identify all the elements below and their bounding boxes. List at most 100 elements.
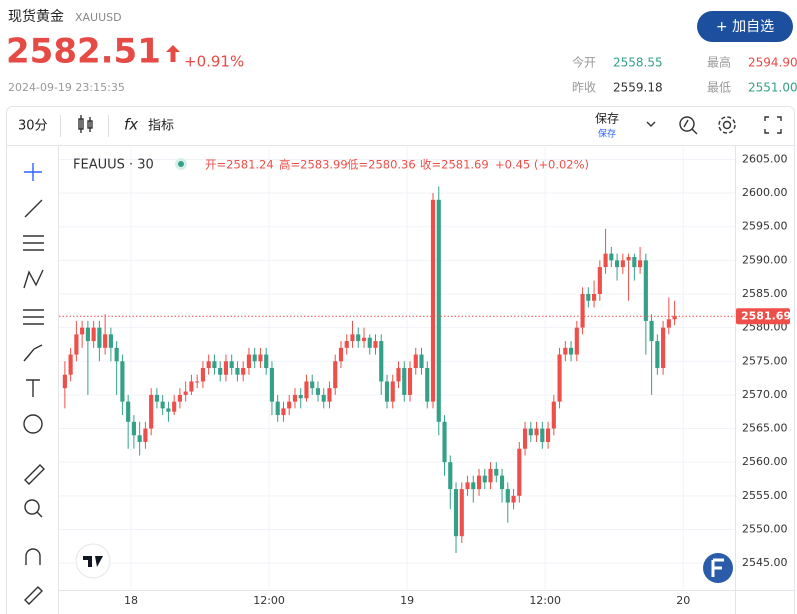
candle-body — [568, 347, 574, 355]
candle-body — [448, 462, 453, 490]
text-tool[interactable] — [26, 379, 40, 397]
fx-icon[interactable]: fx — [124, 116, 138, 134]
last-price-box — [736, 308, 790, 325]
candle-body — [80, 327, 85, 335]
x-tick-label: 12:00 — [529, 594, 561, 607]
candle-body — [321, 394, 326, 402]
candle-icon[interactable] — [78, 115, 93, 133]
crosshair-tool[interactable] — [24, 163, 42, 181]
candle-body — [315, 388, 321, 395]
fullscreen-icon[interactable] — [764, 116, 782, 134]
candle-body — [666, 319, 671, 328]
interval[interactable]: 30分 — [18, 119, 48, 134]
candle-body — [350, 334, 355, 342]
candle-body — [649, 320, 654, 342]
ruler-tool[interactable] — [24, 464, 45, 485]
add-button-label[interactable]: + 加自选 — [716, 19, 774, 35]
chart-title: FEAUUS · 30 — [73, 158, 154, 173]
candle-body — [108, 334, 113, 348]
candle-body — [534, 428, 539, 436]
candle-body — [638, 260, 643, 268]
add-button[interactable] — [697, 11, 793, 42]
candle-body — [183, 391, 188, 395]
candle-body — [459, 489, 464, 537]
candle-body — [643, 260, 648, 321]
pencil-tool[interactable] — [24, 586, 43, 605]
x-tick-label: 20 — [676, 594, 690, 607]
fib-tool[interactable] — [23, 235, 44, 251]
candle-body — [574, 327, 579, 355]
candle-body — [137, 435, 142, 442]
candle-body — [419, 354, 424, 368]
candle-body — [304, 381, 309, 399]
candle-body — [344, 341, 349, 348]
candle-body — [373, 341, 378, 348]
y-tick-label: 2595.00 — [742, 220, 788, 233]
y-tick-label: 2545.00 — [742, 556, 788, 569]
candle-body — [103, 334, 108, 348]
candle-body — [494, 468, 499, 476]
candle-body — [609, 253, 614, 261]
candle-body — [235, 368, 240, 375]
candle-body — [126, 401, 131, 422]
brush-tool[interactable] — [23, 344, 43, 362]
stat-value: 2551.00 — [748, 81, 797, 95]
y-tick-label: 2585.00 — [742, 287, 788, 300]
projection-tool[interactable] — [23, 309, 44, 325]
x-tick-label: 18 — [124, 594, 138, 607]
pattern-tool[interactable] — [23, 269, 44, 289]
stat-label: 最低 — [707, 81, 731, 95]
candle-body — [425, 368, 430, 402]
candle-body — [580, 294, 585, 328]
candle-body — [499, 475, 505, 490]
candle-body — [97, 327, 102, 348]
save[interactable]: 保存 — [595, 112, 619, 126]
candle-body — [229, 361, 234, 368]
symbol: XAUUSD — [75, 11, 122, 24]
candle-body — [154, 394, 159, 402]
line-tool[interactable] — [24, 199, 43, 218]
candle-body — [298, 394, 303, 399]
candle-body — [528, 428, 533, 436]
candle-body — [557, 354, 562, 402]
emoji-tool[interactable] — [23, 414, 43, 434]
candle-body — [68, 354, 73, 375]
zoom-tool[interactable] — [24, 499, 40, 515]
y-tick-label: 2605.00 — [742, 152, 788, 165]
price: 2582.51 — [6, 32, 161, 72]
replay-icon[interactable] — [679, 116, 698, 135]
candle-body — [592, 294, 597, 301]
candle-body — [465, 482, 470, 490]
candle-body — [292, 394, 298, 402]
zoom-handle — [36, 511, 43, 518]
ohlc-legend: 高=2583.99 — [279, 158, 348, 172]
save-sub[interactable]: 保存 — [598, 128, 616, 140]
settings-icon[interactable] — [718, 116, 736, 134]
candle-body — [413, 354, 418, 368]
candle-body — [189, 381, 194, 392]
candle-body — [200, 368, 205, 382]
chevron[interactable] — [646, 121, 656, 127]
candle-body — [471, 482, 476, 490]
y-tick-label: 2560.00 — [742, 455, 788, 468]
candle-body — [505, 489, 510, 503]
change: +0.91% — [184, 53, 244, 71]
candle-body — [511, 495, 516, 503]
candle-body — [430, 199, 436, 402]
magnet-tool[interactable] — [25, 548, 41, 565]
candle-body — [338, 347, 344, 362]
candle-body — [149, 394, 154, 429]
y-tick-label: 2600.00 — [742, 186, 788, 199]
candle-body — [453, 489, 459, 537]
candle-body — [287, 401, 292, 409]
indicators[interactable]: 指标 — [148, 119, 174, 134]
drawing-tools — [23, 163, 45, 605]
candle-body — [620, 260, 625, 268]
title: 现货黄金 — [8, 8, 64, 25]
ohlc-legend: 低=2580.36 — [347, 158, 416, 172]
x-tick-label: 19 — [400, 594, 414, 607]
candle-body — [252, 354, 257, 362]
candle-body — [402, 368, 407, 395]
stat-value: 2594.90 — [748, 56, 797, 70]
candle-body — [488, 468, 493, 483]
